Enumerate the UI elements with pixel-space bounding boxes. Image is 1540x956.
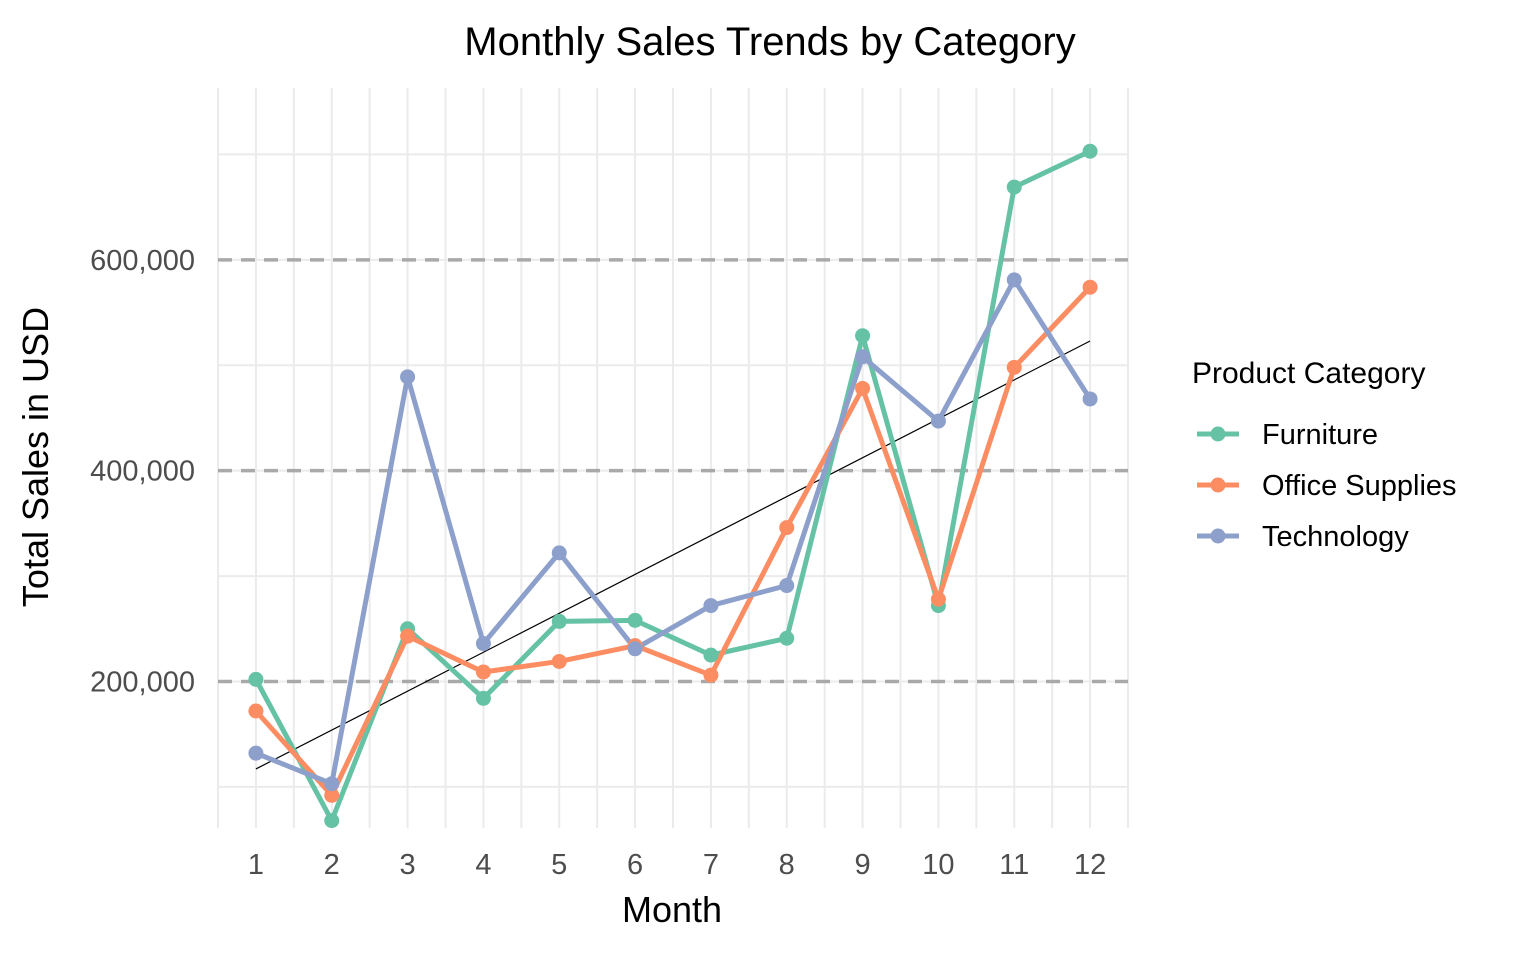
x-tick-label: 3 [400,849,416,881]
legend-label: Office Supplies [1262,470,1457,502]
y-tick-label: 200,000 [90,666,195,698]
y-axis-title: Total Sales in USD [15,307,56,607]
legend-item-furniture: Furniture [1197,419,1378,451]
x-tick-label: 12 [1074,849,1106,881]
x-tick-label: 2 [324,849,340,881]
legend-item-technology: Technology [1197,521,1409,553]
data-point-technology [627,641,643,657]
legend-label: Furniture [1262,419,1378,451]
data-point-technology [703,598,719,614]
data-point-technology [930,413,946,429]
data-point-office-supplies [930,591,946,607]
data-point-technology [779,578,795,594]
legend-items: Furniture Office Supplies Technology [1197,419,1457,553]
data-point-office-supplies [551,653,567,669]
gridlines [217,88,1129,828]
data-point-furniture [551,613,567,629]
y-tick-label: 600,000 [90,245,195,277]
trend-line-group [255,340,1091,770]
reference-lines [218,258,1128,684]
data-point-office-supplies [703,667,719,683]
legend-title: Product Category [1192,357,1425,390]
legend-label: Technology [1262,521,1409,553]
chart-title: Monthly Sales Trends by Category [464,20,1075,64]
trend-line [255,340,1091,770]
x-tick-label: 8 [779,849,795,881]
data-point-office-supplies [475,664,491,680]
legend-key-point [1210,528,1226,544]
data-point-technology [400,369,416,385]
data-point-technology [248,745,264,761]
data-point-technology [1006,272,1022,288]
y-tick-labels: 200,000 400,000 600,000 [90,245,195,699]
data-point-technology [475,636,491,652]
x-tick-label: 4 [475,849,491,881]
y-tick-label: 400,000 [90,456,195,488]
data-point-furniture [855,328,871,344]
data-point-furniture [1082,143,1098,159]
legend-key-point [1210,477,1226,493]
data-point-furniture [248,671,264,687]
data-point-office-supplies [248,703,264,719]
data-point-furniture [703,647,719,663]
data-point-office-supplies [324,787,340,803]
x-tick-label: 7 [703,849,719,881]
x-tick-label: 10 [922,849,954,881]
x-tick-labels: 1 2 3 4 5 6 7 8 9 10 11 12 [248,849,1106,881]
data-point-furniture [779,630,795,646]
series-group [248,143,1098,829]
data-point-office-supplies [779,520,795,536]
data-point-technology [1082,391,1098,407]
x-tick-label: 11 [999,849,1029,881]
data-point-office-supplies [1082,279,1098,295]
data-point-technology [551,545,567,561]
x-tick-label: 6 [627,849,643,881]
legend: Product Category Furniture Office Supplie… [1192,357,1457,553]
legend-key-point [1210,426,1226,442]
data-point-technology [324,776,340,792]
x-tick-label: 9 [855,849,871,881]
x-tick-label: 5 [551,849,567,881]
series-line-technology [253,277,1093,787]
data-point-furniture [324,813,340,829]
x-axis-title: Month [622,889,722,930]
data-point-office-supplies [855,380,871,396]
data-point-furniture [475,690,491,706]
series-line-office-supplies [253,284,1093,798]
data-point-technology [855,349,871,365]
legend-item-office-supplies: Office Supplies [1197,470,1457,502]
data-point-office-supplies [1006,359,1022,375]
data-point-furniture [1006,179,1022,195]
data-point-office-supplies [400,628,416,644]
data-point-furniture [627,612,643,628]
x-tick-label: 1 [248,849,264,881]
